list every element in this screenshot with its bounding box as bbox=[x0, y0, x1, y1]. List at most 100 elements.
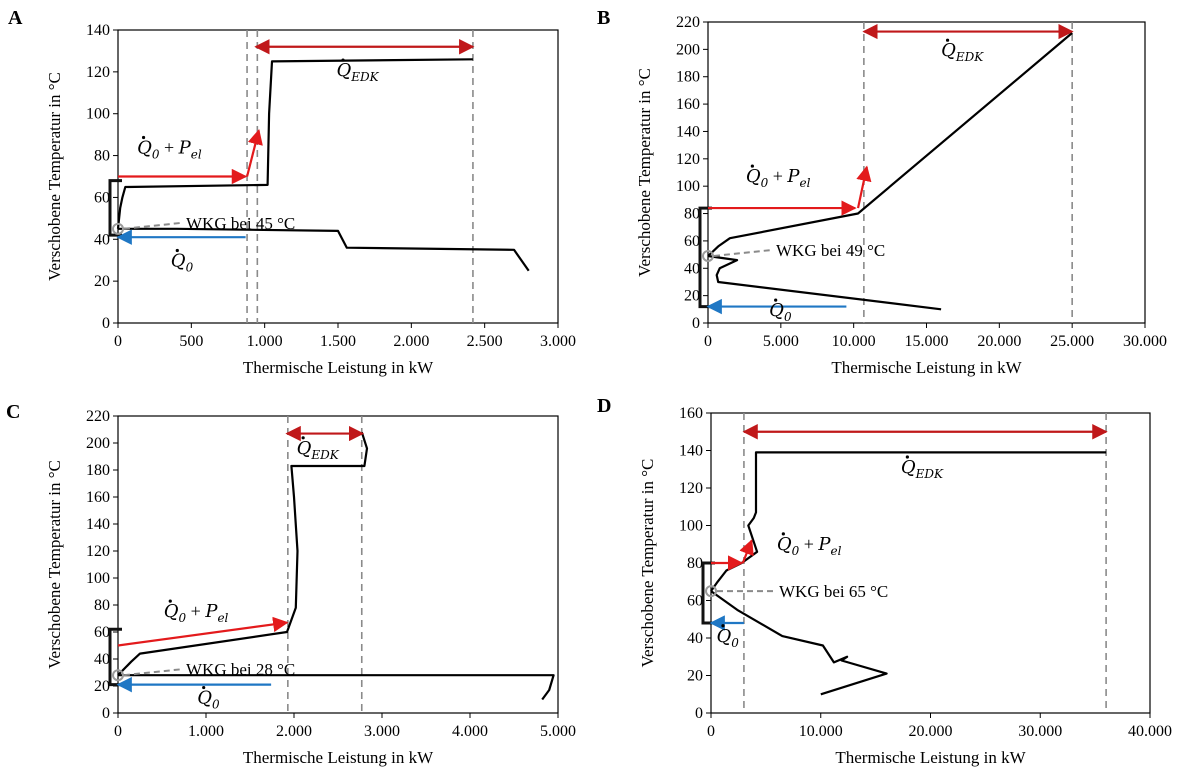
q-dot-accent bbox=[168, 599, 172, 603]
y-tick-label: 140 bbox=[679, 443, 703, 460]
x-tick-label: 40.000 bbox=[1128, 723, 1172, 740]
x-tick-label: 3.000 bbox=[364, 723, 400, 740]
q-dot-accent bbox=[175, 248, 179, 253]
q-dot-accent bbox=[341, 58, 345, 62]
x-tick-label: 30.000 bbox=[1018, 723, 1062, 740]
y-tick-label: 80 bbox=[94, 597, 110, 614]
x-tick-label: 1.000 bbox=[188, 723, 224, 740]
symbol-sub: EDK bbox=[915, 467, 944, 481]
x-tick-label: 10.000 bbox=[799, 723, 843, 740]
heat-flow-label: QEDK bbox=[297, 438, 340, 462]
x-tick-label: 0 bbox=[704, 333, 712, 350]
heat-flow-label: Q0 bbox=[769, 300, 792, 324]
heat-flow-label: Q0 bbox=[716, 626, 739, 650]
heat-flow-label: Q0 + Pel bbox=[777, 534, 842, 558]
condenser-arrow bbox=[117, 616, 289, 647]
x-tick-label: 3.000 bbox=[540, 333, 576, 350]
y-tick-label: 40 bbox=[684, 260, 700, 277]
x-axis-label: Thermische Leistung in kW bbox=[243, 358, 434, 377]
symbol-q: Q bbox=[901, 457, 916, 478]
cold-composite-curve bbox=[707, 254, 942, 311]
symbol-sub: EDK bbox=[955, 50, 984, 64]
x-tick-label: 2.500 bbox=[467, 333, 503, 350]
symbol-sub: 0 bbox=[212, 698, 220, 712]
y-tick-label: 0 bbox=[102, 705, 110, 722]
x-tick-label: 20.000 bbox=[909, 723, 953, 740]
plus-sign: + bbox=[768, 166, 787, 186]
symbol-p: P bbox=[204, 601, 218, 622]
q-dot-accent bbox=[721, 624, 725, 628]
heat-flow-label: Q0 bbox=[197, 688, 220, 712]
x-tick-label: 0 bbox=[114, 333, 122, 350]
y-tick-label: 100 bbox=[86, 106, 110, 123]
chart-panel-d: D 0 20 40 60 80 100 120 140 160 0 10.000 20.000 30.00… bbox=[597, 395, 1172, 767]
symbol-p-sub: el bbox=[800, 176, 811, 190]
plot-frame bbox=[117, 415, 559, 714]
x-tick-label: 5.000 bbox=[763, 333, 799, 350]
heat-pump-bracket bbox=[108, 179, 122, 237]
symbol-sub: 0 bbox=[152, 147, 160, 161]
q-dot-accent bbox=[202, 685, 206, 690]
symbol-q: Q bbox=[164, 601, 179, 622]
x-tick-label: 500 bbox=[179, 333, 203, 350]
chart-panel-a: A 0 20 40 60 80 100 120 140 0 500 1.000 1.500 2.000 2.… bbox=[8, 7, 576, 377]
y-tick-label: 0 bbox=[695, 705, 703, 722]
pinch-label: WKG bei 28 °C bbox=[186, 660, 295, 679]
chart-panel-b: B 0 20 40 60 80 100 120 140 160 180 200 220 0 5.000 10.… bbox=[597, 7, 1167, 377]
y-tick-label: 100 bbox=[86, 570, 110, 587]
x-axis-label: Thermische Leistung in kW bbox=[831, 358, 1022, 377]
y-tick-label: 60 bbox=[94, 624, 110, 641]
symbol-sub: 0 bbox=[731, 636, 739, 650]
heat-pump-bracket bbox=[108, 627, 122, 687]
symbol-sub: EDK bbox=[350, 70, 379, 84]
y-tick-label: 100 bbox=[679, 518, 703, 535]
y-tick-label: 80 bbox=[684, 206, 700, 223]
symbol-q: Q bbox=[941, 40, 956, 61]
symbol-q: Q bbox=[769, 300, 784, 321]
y-tick-label: 120 bbox=[86, 64, 110, 81]
symbol-p-sub: el bbox=[831, 544, 842, 558]
q-dot-accent bbox=[301, 436, 305, 440]
y-tick-label: 180 bbox=[86, 462, 110, 479]
condenser-arrow bbox=[856, 165, 872, 209]
x-tick-label: 2.000 bbox=[276, 723, 312, 740]
heat-flow-label: Q0 + Pel bbox=[164, 601, 229, 625]
pinch-leader-line bbox=[713, 248, 773, 257]
x-tick-label: 25.000 bbox=[1050, 333, 1094, 350]
plus-sign: + bbox=[799, 534, 818, 554]
y-axis-label: Verschobene Temperatur in °C bbox=[638, 459, 657, 668]
y-tick-label: 20 bbox=[687, 668, 703, 685]
y-tick-label: 120 bbox=[676, 151, 700, 168]
y-tick-label: 80 bbox=[687, 555, 703, 572]
symbol-sub: EDK bbox=[310, 448, 339, 462]
q-dot-accent bbox=[141, 135, 146, 140]
symbol-sub: 0 bbox=[761, 176, 769, 190]
hot-composite-curve bbox=[710, 451, 1107, 592]
plot-frame bbox=[710, 412, 1151, 714]
y-axis-label: Verschobene Temperatur in °C bbox=[45, 72, 64, 281]
pinch-label: WKG bei 49 °C bbox=[776, 241, 885, 260]
plus-sign: + bbox=[186, 601, 205, 621]
symbol-p: P bbox=[817, 534, 831, 555]
y-tick-label: 140 bbox=[676, 123, 700, 140]
heat-flow-label: Q0 bbox=[171, 250, 194, 274]
symbol-sub: 0 bbox=[792, 544, 800, 558]
y-tick-label: 40 bbox=[94, 651, 110, 668]
y-axis-label: Verschobene Temperatur in °C bbox=[635, 68, 654, 277]
heat-flow-label: Q0 + Pel bbox=[746, 166, 811, 190]
y-tick-label: 120 bbox=[679, 480, 703, 497]
cold-composite-curve bbox=[710, 590, 888, 696]
condenser-arrow bbox=[739, 539, 754, 564]
y-tick-label: 160 bbox=[86, 489, 110, 506]
y-tick-label: 120 bbox=[86, 543, 110, 560]
symbol-p-sub: el bbox=[191, 147, 202, 161]
q-dot-accent bbox=[774, 298, 778, 302]
y-tick-label: 40 bbox=[94, 231, 110, 248]
y-tick-label: 20 bbox=[684, 288, 700, 305]
panel-label: A bbox=[8, 7, 23, 29]
x-tick-label: 2.000 bbox=[393, 333, 429, 350]
y-tick-label: 140 bbox=[86, 22, 110, 39]
x-tick-label: 30.000 bbox=[1123, 333, 1167, 350]
q-dot-accent bbox=[945, 38, 950, 42]
